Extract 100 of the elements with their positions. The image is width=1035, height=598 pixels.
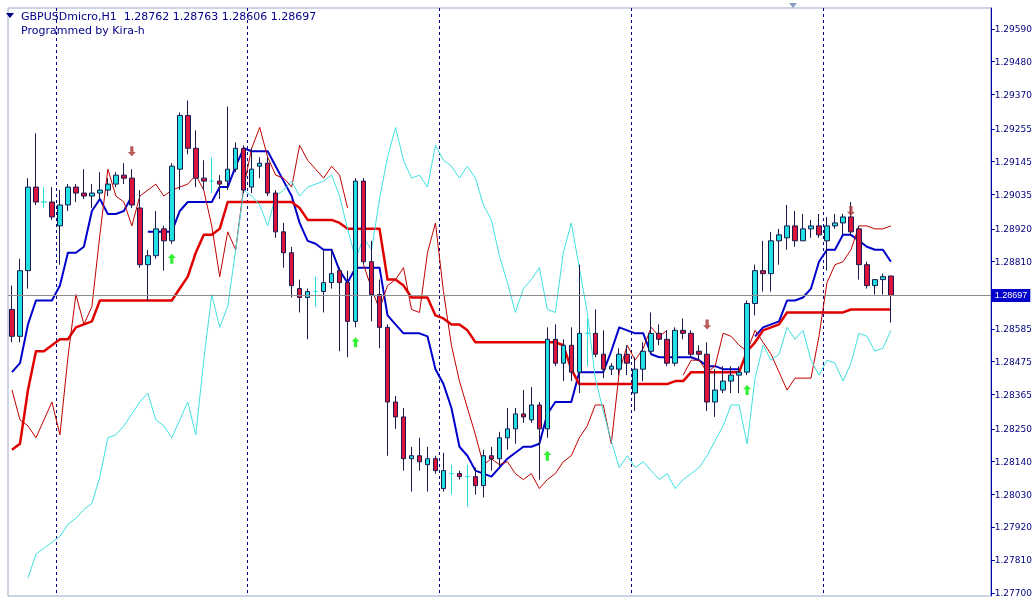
candlestick [129, 168, 135, 209]
candlestick [393, 395, 398, 430]
candlestick [425, 446, 430, 493]
candlestick [672, 326, 678, 367]
candlestick [57, 189, 63, 266]
candlestick [632, 356, 638, 412]
y-tick-label: 1.29370 [994, 89, 1033, 100]
point [743, 385, 752, 396]
candlestick [545, 326, 550, 439]
chart-title: GBPUSDmicro,H1 1.28762 1.28763 1.28606 1.28697 [21, 10, 317, 23]
candlestick [497, 431, 502, 469]
candlestick [41, 186, 47, 209]
candlestick [241, 144, 246, 194]
candlestick [361, 177, 366, 266]
candlestick [640, 341, 646, 382]
candlestick [161, 225, 167, 272]
candlestick [153, 210, 159, 260]
candlestick [281, 222, 286, 269]
point [127, 146, 136, 157]
y-tick-label: 1.29480 [994, 56, 1033, 67]
candlestick [313, 276, 318, 307]
candlestick [97, 171, 103, 200]
candlestick [776, 228, 782, 266]
candlestick [121, 162, 127, 185]
candlestick [808, 219, 814, 239]
candlestick [569, 326, 574, 382]
candlestick [473, 467, 478, 496]
y-tick-label: 1.29590 [994, 23, 1033, 34]
candlestick [449, 464, 454, 496]
y-tick-label: 1.29255 [994, 123, 1032, 134]
candlestick [217, 174, 222, 200]
candlestick [73, 183, 79, 203]
candlestick [369, 240, 374, 322]
candlestick [249, 147, 254, 194]
candlestick [712, 368, 718, 418]
candlestick [289, 246, 294, 299]
candlestick [193, 129, 199, 188]
candlestick [481, 449, 486, 498]
candlestick [577, 264, 582, 394]
candlestick [185, 100, 191, 155]
candlestick [345, 270, 350, 358]
candlestick [441, 452, 446, 493]
candlestick [752, 264, 758, 316]
candlestick [321, 249, 326, 313]
candlestick [720, 365, 726, 394]
candlestick [824, 216, 830, 272]
point [543, 450, 552, 461]
candlestick [257, 156, 262, 179]
y-tick-label: 1.28140 [994, 456, 1033, 467]
candlestick [105, 177, 111, 197]
candlestick [113, 171, 119, 188]
y-tick-label: 1.28030 [994, 489, 1033, 500]
candlestick [848, 201, 854, 236]
candlestick [728, 365, 734, 394]
candlestick [832, 213, 838, 230]
candlestick [169, 162, 175, 245]
candlestick [465, 464, 470, 507]
candlestick [9, 285, 15, 343]
candlestick [872, 279, 878, 296]
candlestick [305, 288, 310, 340]
candlestick [377, 279, 382, 349]
candlestick [433, 455, 438, 475]
candlestick [385, 323, 390, 457]
y-tick-label: 1.29145 [994, 156, 1032, 167]
candlestick [800, 213, 806, 242]
candlestick [648, 311, 654, 355]
candlestick [409, 446, 414, 493]
candlestick [616, 347, 622, 376]
y-tick-label: 1.27700 [994, 588, 1033, 598]
candlestick [353, 177, 358, 328]
candlestick [680, 317, 686, 340]
point [167, 253, 176, 264]
candlestick [609, 362, 614, 376]
candlestick [273, 189, 278, 239]
candlestick [880, 273, 886, 296]
candlestick [209, 156, 214, 194]
candlestick [329, 249, 334, 290]
candlestick [401, 407, 406, 472]
candlestick [888, 275, 894, 324]
candlestick [33, 132, 39, 206]
candlestick [784, 204, 790, 251]
y-tick-label: 1.28920 [994, 223, 1033, 234]
candlestick [696, 344, 702, 361]
candlestick [856, 225, 862, 281]
candlestick [664, 329, 670, 367]
candlestick [417, 437, 422, 472]
candlestick [704, 341, 710, 412]
candlestick [513, 407, 518, 445]
candlestick [337, 267, 342, 352]
candlestick [81, 168, 87, 200]
candlestick [201, 159, 207, 191]
candlestick [656, 323, 662, 346]
candlestick [553, 323, 558, 367]
candlestick [537, 401, 542, 481]
candlestick [233, 141, 238, 173]
y-tick-label: 1.27920 [994, 522, 1033, 533]
y-tick-label: 1.28365 [994, 389, 1032, 400]
candlestick [816, 213, 822, 239]
candlestick [744, 300, 750, 376]
candlestick [624, 344, 630, 376]
